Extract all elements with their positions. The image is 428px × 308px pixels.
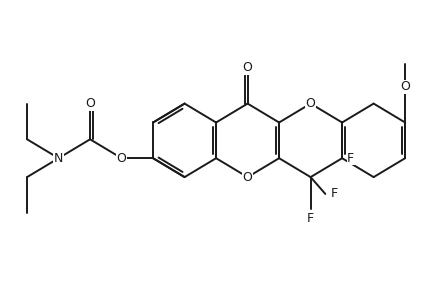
Text: O: O xyxy=(243,171,253,184)
Text: F: F xyxy=(307,212,314,225)
Text: O: O xyxy=(85,97,95,110)
Text: N: N xyxy=(54,152,63,165)
Text: F: F xyxy=(330,187,338,201)
Text: O: O xyxy=(306,97,315,110)
Text: O: O xyxy=(243,61,253,75)
Text: F: F xyxy=(347,152,354,165)
Text: O: O xyxy=(400,80,410,93)
Text: O: O xyxy=(117,152,127,165)
